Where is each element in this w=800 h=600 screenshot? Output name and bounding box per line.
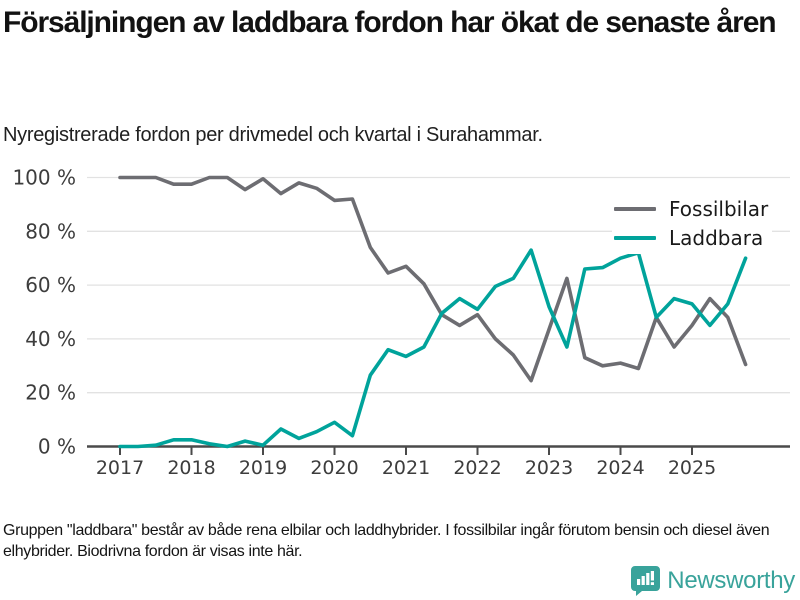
footer-note: Gruppen "laddbara" består av både rena e… — [3, 522, 770, 560]
y-axis-label: 60 % — [25, 273, 76, 297]
newsworthy-logo: Newsworthy — [631, 565, 795, 596]
legend-item-laddbara: Laddbara — [614, 226, 768, 250]
y-axis-label: 20 % — [25, 381, 76, 405]
x-axis-label: 2024 — [596, 457, 644, 479]
y-axis-label: 0 % — [38, 435, 76, 459]
x-axis-label: 2018 — [167, 457, 215, 479]
series-line-laddbara — [118, 248, 748, 449]
chart-legend: Fossilbilar Laddbara — [612, 195, 773, 254]
logo-bar-chart-bubble-icon — [631, 566, 661, 596]
x-axis-label: 2017 — [96, 457, 144, 479]
y-axis-label: 100 % — [12, 166, 76, 190]
x-axis-label: 2022 — [453, 457, 501, 479]
logo-brand-text: Newsworthy — [667, 566, 795, 594]
page-subtitle: Nyregistrerade fordon per drivmedel och … — [3, 124, 543, 146]
x-axis-label: 2023 — [525, 457, 573, 479]
y-axis-label: 40 % — [25, 327, 76, 351]
x-axis-label: 2025 — [668, 457, 716, 479]
y-axis-label: 80 % — [25, 219, 76, 243]
x-axis-label: 2021 — [382, 457, 430, 479]
legend-swatch — [614, 207, 656, 211]
legend-label: Laddbara — [669, 226, 764, 250]
x-axis-label: 2020 — [310, 457, 358, 479]
legend-label: Fossilbilar — [669, 197, 769, 221]
x-axis-label: 2019 — [239, 457, 287, 479]
series-line-fossilbilar — [118, 175, 748, 383]
legend-item-fossilbilar: Fossilbilar — [614, 197, 768, 221]
page-title: Försäljningen av laddbara fordon har öka… — [3, 6, 777, 39]
legend-swatch — [614, 236, 656, 240]
